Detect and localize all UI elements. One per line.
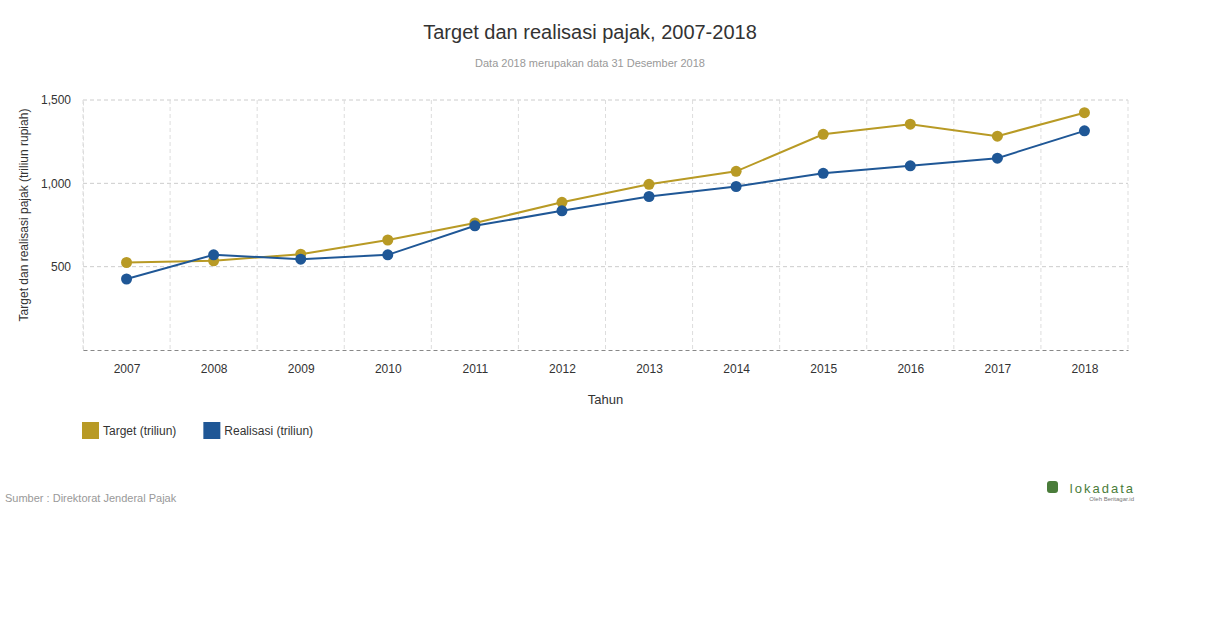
category-divider [257,100,258,350]
tick: 2015 [810,350,837,376]
logo-icon [1047,481,1058,493]
tick-label: 2011 [462,362,488,376]
tick-label: 2007 [114,362,141,376]
data-point[interactable] [121,257,132,268]
tick: 2017 [985,350,1012,376]
data-point[interactable] [1079,107,1090,118]
category-divider [953,100,954,350]
data-point[interactable] [731,166,742,177]
category-divider [779,100,780,350]
data-point[interactable] [731,181,742,192]
category-divider [83,100,84,350]
tick: 2012 [549,350,576,376]
data-point[interactable] [905,119,916,130]
x-axis-title: Tahun [588,392,623,407]
plot-area [121,107,1090,284]
data-point[interactable] [818,129,829,140]
legend-item[interactable]: Realisasi (triliun) [203,422,313,439]
y-axis-title: Target dan realisasi pajak (triliun rupi… [17,109,31,322]
tick-label: 2015 [810,362,837,376]
tick: 2014 [723,350,750,376]
tick-label: 2009 [288,362,315,376]
category-divider [692,100,693,350]
category-divider [1128,100,1129,350]
tick-label: 2013 [636,362,663,376]
grid [83,100,1128,350]
tick-label: 2008 [201,362,228,376]
axis-line [83,101,84,351]
chart: Target dan realisasi pajak, 2007-2018 Dat… [0,0,1210,628]
tick: 2011 [462,350,488,376]
series-line [127,131,1085,279]
source: Sumber : Direktorat Jenderal Pajak [5,492,177,504]
tick: 2016 [897,350,924,376]
tick-label: 1,000 [41,177,71,191]
legend-swatch [203,422,220,439]
tick: 2007 [114,350,141,376]
data-point[interactable] [295,254,306,265]
legend-label: Target (triliun) [103,424,176,438]
tick-label: 500 [51,260,71,274]
data-point[interactable] [992,153,1003,164]
data-point[interactable] [1079,125,1090,136]
data-point[interactable] [208,249,219,260]
tick: 1,500 [41,93,83,107]
legend-label: Realisasi (triliun) [224,424,313,438]
category-divider [866,100,867,350]
logo-text: lokadata [1070,481,1135,496]
tick: 1,000 [41,177,83,191]
data-point[interactable] [121,274,132,285]
data-point[interactable] [382,235,393,246]
data-point[interactable] [644,179,655,190]
credit: lokadataOleh Beritagar.id [1047,481,1135,502]
tick: 2013 [636,350,663,376]
tick: 2009 [288,350,315,376]
category-divider [518,100,519,350]
tick-label: 2017 [985,362,1012,376]
logo-subtext: Oleh Beritagar.id [1089,496,1134,502]
data-point[interactable] [644,191,655,202]
legend-swatch [82,422,99,439]
tick-label: 2014 [723,362,750,376]
tick-label: 1,500 [41,93,71,107]
axis-line [84,350,1129,351]
y-axis: 500 1,000 1,500 [41,93,84,350]
tick: 2018 [1072,350,1099,376]
tick: 500 [51,260,83,274]
title: Target dan realisasi pajak, 2007-2018 [423,21,757,43]
category-divider [431,100,432,350]
data-point[interactable] [556,205,567,216]
data-point[interactable] [992,131,1003,142]
tick-label: 2016 [897,362,924,376]
tick-label: 2012 [549,362,576,376]
category-divider [605,100,606,350]
x-axis: 2007 2008 2009 2010 2011 2012 2013 2014 2015 2016… [84,350,1129,376]
tick: 2010 [375,350,402,376]
category-divider [344,100,345,350]
data-point[interactable] [469,220,480,231]
category-divider [170,100,171,350]
legend-item[interactable]: Target (triliun) [82,422,176,439]
legend: Target (triliun) Realisasi (triliun) [82,422,313,439]
grid-line [83,183,1128,184]
grid-line [83,266,1128,267]
data-point[interactable] [905,160,916,171]
data-point[interactable] [382,249,393,260]
tick-label: 2018 [1072,362,1099,376]
data-point[interactable] [818,168,829,179]
subtitle: Data 2018 merupakan data 31 Desember 201… [475,57,705,69]
tick: 2008 [201,350,228,376]
tick-label: 2010 [375,362,402,376]
series-line [127,113,1085,263]
category-divider [1040,100,1041,350]
